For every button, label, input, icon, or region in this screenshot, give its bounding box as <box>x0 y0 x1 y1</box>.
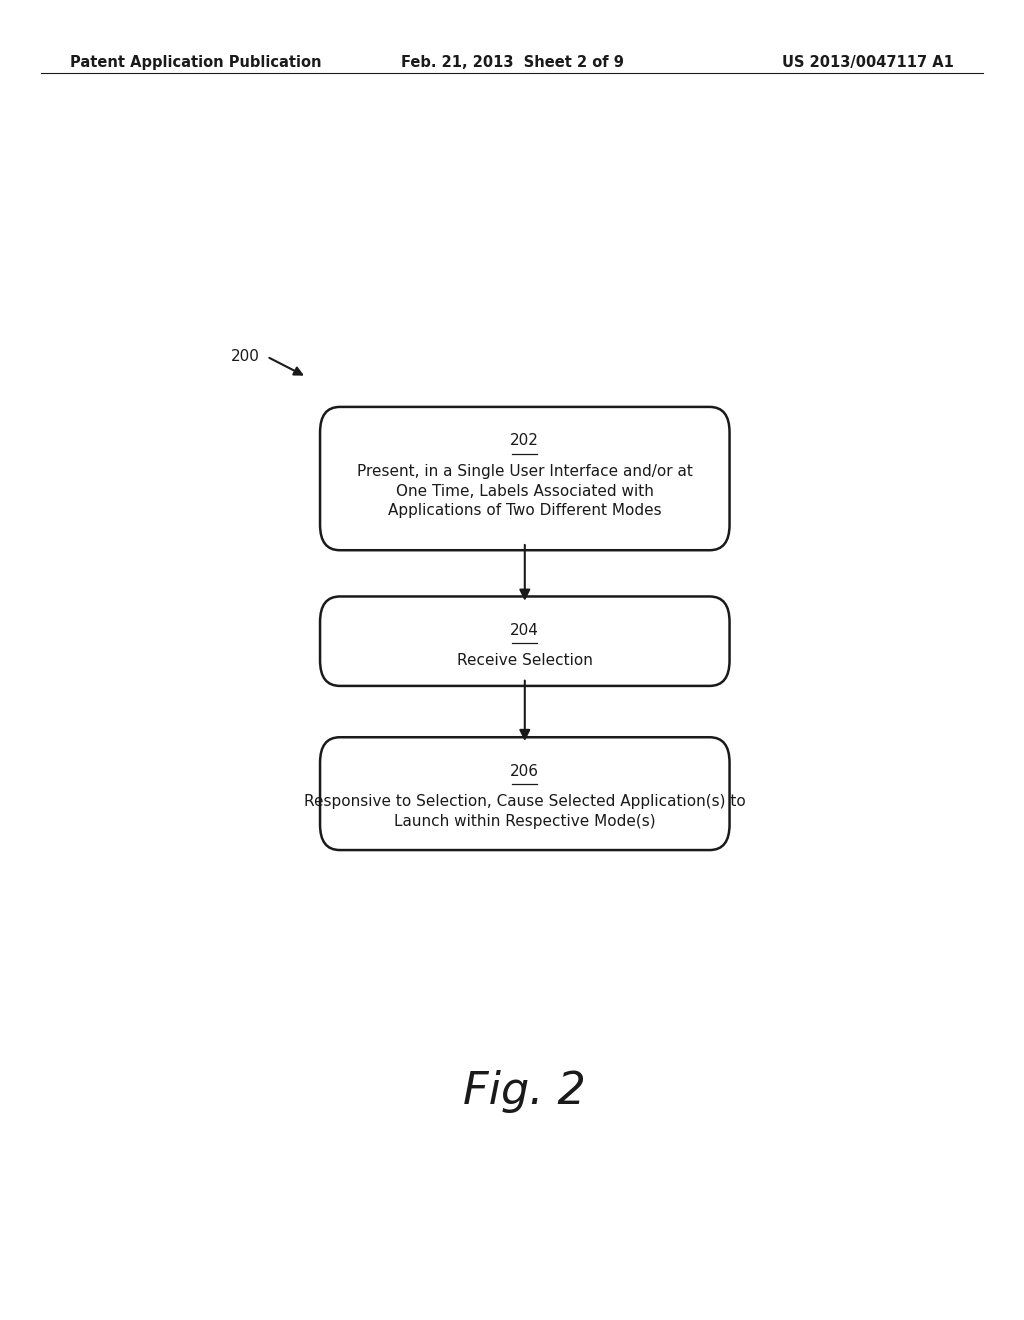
Text: Fig. 2: Fig. 2 <box>464 1071 586 1113</box>
Text: Receive Selection: Receive Selection <box>457 653 593 668</box>
Text: 202: 202 <box>510 433 540 449</box>
FancyBboxPatch shape <box>321 597 729 686</box>
Text: US 2013/0047117 A1: US 2013/0047117 A1 <box>782 55 954 70</box>
Text: 206: 206 <box>510 764 540 779</box>
FancyBboxPatch shape <box>321 407 729 550</box>
Text: 204: 204 <box>510 623 540 638</box>
Text: Feb. 21, 2013  Sheet 2 of 9: Feb. 21, 2013 Sheet 2 of 9 <box>400 55 624 70</box>
Text: Present, in a Single User Interface and/or at
One Time, Labels Associated with
A: Present, in a Single User Interface and/… <box>356 463 693 519</box>
FancyBboxPatch shape <box>321 738 729 850</box>
Text: Patent Application Publication: Patent Application Publication <box>70 55 322 70</box>
Text: 200: 200 <box>231 348 260 364</box>
Text: Responsive to Selection, Cause Selected Application(s) to
Launch within Respecti: Responsive to Selection, Cause Selected … <box>304 795 745 829</box>
